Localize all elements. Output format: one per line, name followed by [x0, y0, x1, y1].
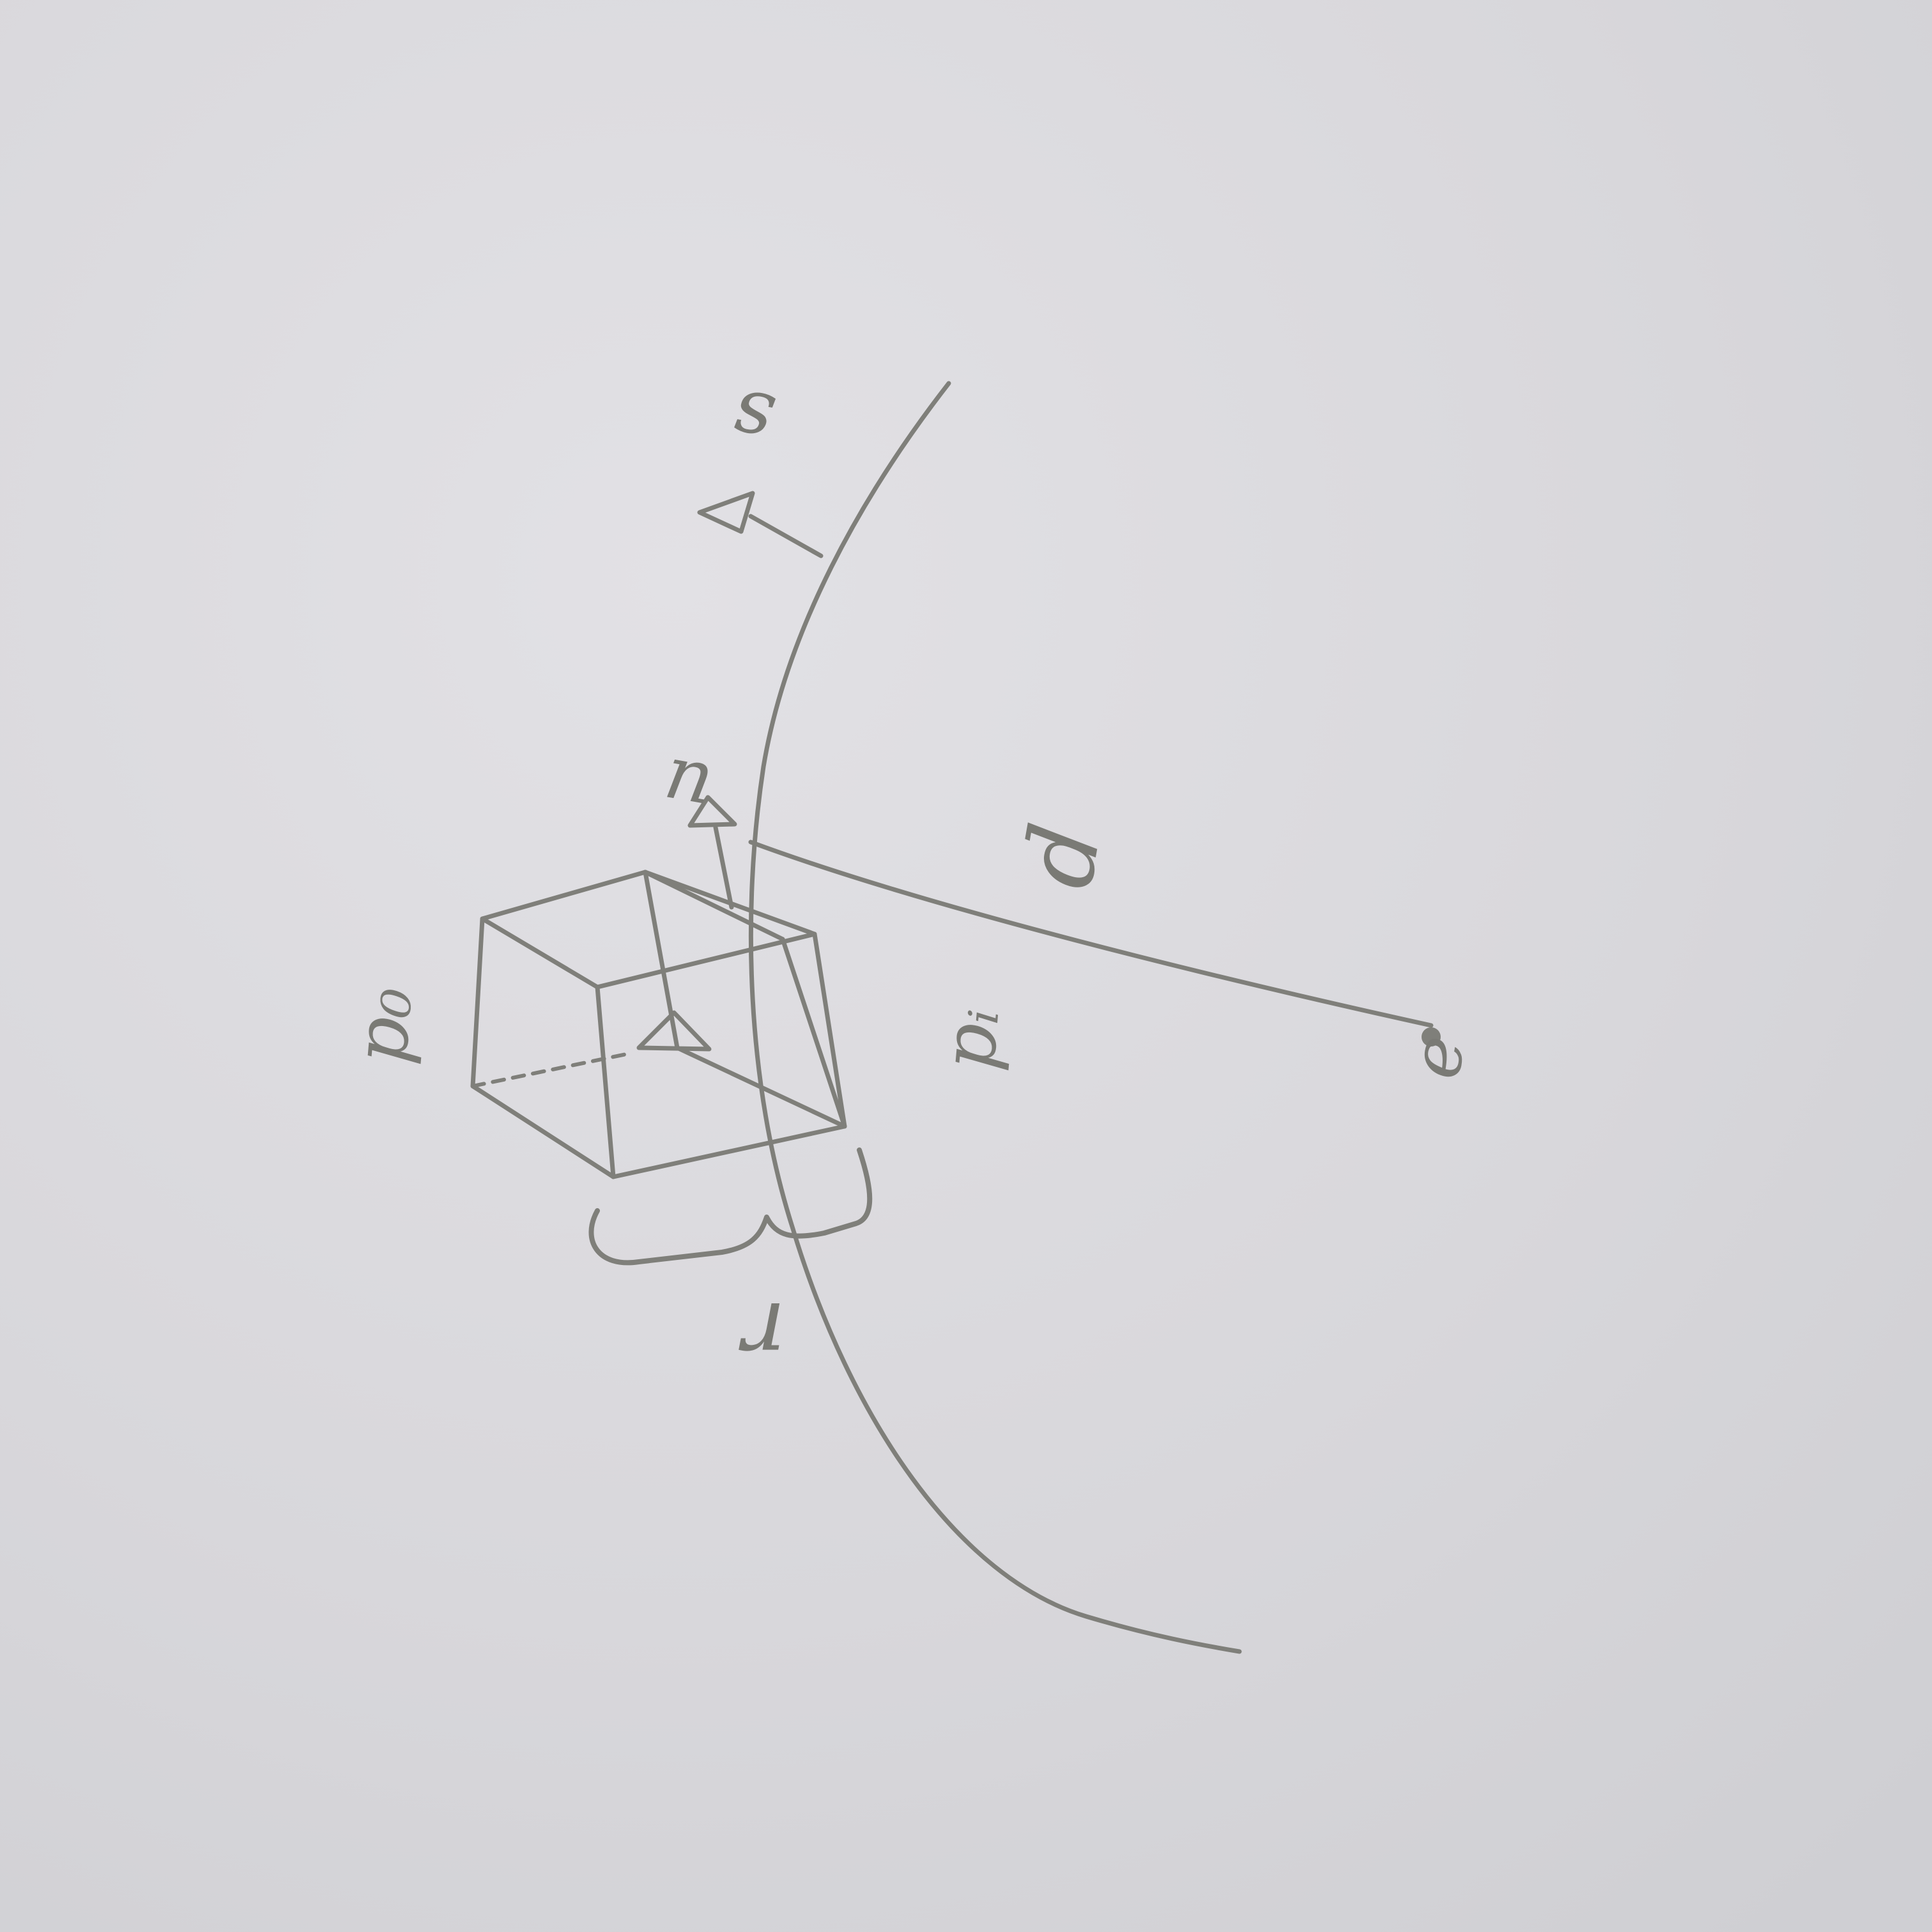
box-center-triangle	[636, 1010, 712, 1052]
s-arrowhead	[697, 491, 755, 534]
label-pi: pᵢ	[926, 1005, 1016, 1074]
label-p0: p₀	[338, 984, 430, 1068]
distance-line	[748, 839, 1434, 1028]
u-arrow-shaft	[713, 825, 734, 910]
u-arrowhead	[687, 795, 737, 828]
label-r: r	[739, 1282, 786, 1386]
box-connecting-edges	[470, 870, 847, 1179]
box-hidden-edge	[471, 1052, 628, 1088]
size-brace	[588, 1147, 873, 1266]
s-arrow-shaft	[748, 514, 824, 558]
eye-point-dot	[1422, 1027, 1441, 1046]
curved-surface-line	[748, 381, 1242, 1654]
